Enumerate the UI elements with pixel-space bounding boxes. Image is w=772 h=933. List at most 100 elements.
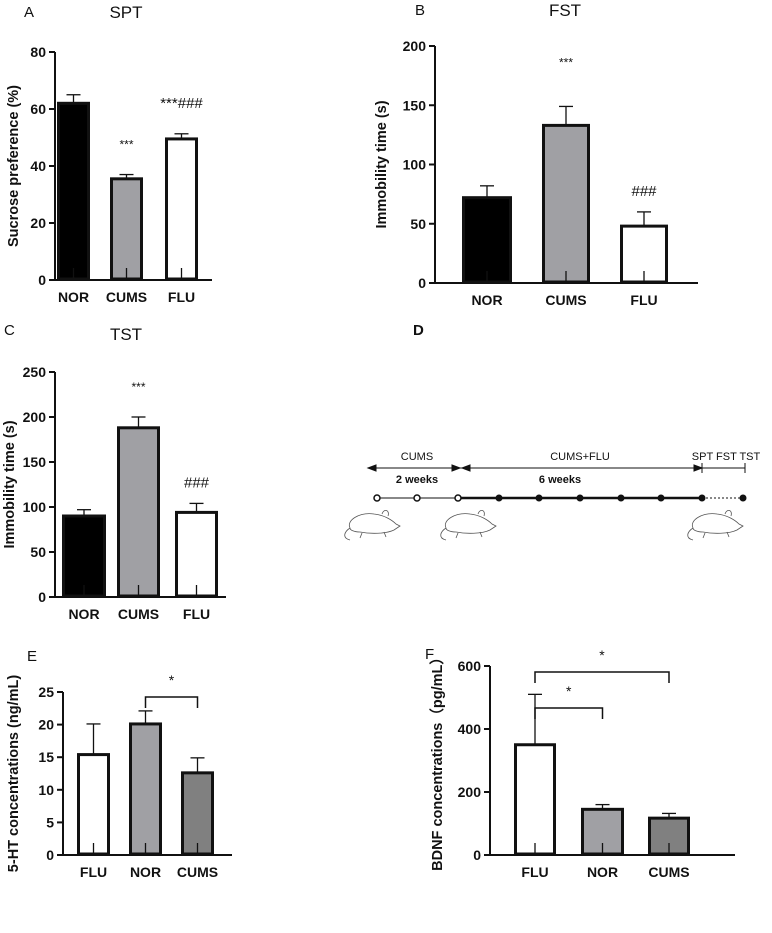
x-tick-label: FLU (168, 289, 195, 305)
chart-b: 0 50 100 150 200 Immobility time (s) NOR CUMS **… (374, 38, 698, 308)
phase2-label: CUMS+FLU (550, 451, 610, 463)
bar-nor (462, 196, 512, 284)
y-axis-label: Immobility time (s) (374, 100, 390, 228)
y-tick-label: 0 (46, 847, 54, 863)
bar-nor (57, 101, 90, 281)
timeline-diagram: CUMS 2 weeks CUMS+FLU 6 weeks SPT FST TS… (344, 451, 761, 541)
bar-cums (542, 123, 590, 284)
bracket-label: * (169, 672, 175, 688)
chart-title-fst: FST (548, 1, 582, 20)
open-dot (413, 494, 421, 502)
y-tick-label: 40 (30, 158, 46, 174)
x-tick-label: NOR (130, 864, 161, 880)
x-tick-label: CUMS (545, 292, 586, 308)
y-tick-label: 200 (403, 38, 427, 54)
mouse-icon (440, 510, 497, 541)
y-tick-label: 0 (38, 589, 46, 605)
y-tick-label: 100 (403, 157, 427, 173)
significance-bracket (534, 707, 604, 719)
phase2-duration: 6 weeks (539, 474, 581, 486)
arrowhead (693, 464, 704, 472)
y-tick-label: 0 (473, 847, 481, 863)
significance-bracket (144, 696, 199, 708)
y-tick-label: 150 (403, 97, 427, 113)
y-axis-label: Immobility time (s) (2, 420, 18, 548)
significance-annotation: ### (631, 183, 657, 200)
significance-annotation: *** (559, 55, 573, 69)
significance-bracket (534, 671, 670, 683)
y-tick-label: 0 (418, 275, 426, 291)
panel-label-e: E (27, 648, 38, 665)
chart-a: 0 20 40 60 80 Sucrose preference (%) NOR CUMS **… (6, 44, 212, 305)
y-tick-label: 5 (46, 814, 54, 830)
bar-flu (514, 743, 556, 856)
y-tick-label: 80 (30, 44, 46, 60)
filled-dot (739, 494, 747, 502)
y-tick-label: 150 (23, 454, 47, 470)
y-tick-label: 60 (30, 101, 46, 117)
chart-f: 0 200 400 600 BDNF concentrations（pg/mL） FLU N… (428, 647, 735, 880)
chart-title-spt: SPT (109, 3, 143, 22)
mouse-icon (687, 510, 744, 541)
x-tick-label: NOR (58, 289, 89, 305)
phase1-label: CUMS (401, 451, 433, 463)
filled-dot (698, 494, 706, 502)
panel-label-b: B (415, 2, 426, 19)
x-tick-label: CUMS (648, 864, 689, 880)
y-tick-label: 0 (38, 272, 46, 288)
significance-annotation: ### (184, 474, 210, 491)
open-dot (373, 494, 381, 502)
panel-label-d: D (413, 322, 424, 339)
y-tick-label: 400 (458, 721, 482, 737)
bar-cums (117, 426, 160, 598)
chart-c: 0 50 100 150 200 250 Immobility time (s) NOR CUM… (2, 364, 226, 622)
bar-flu (165, 137, 198, 281)
x-tick-label: NOR (68, 606, 99, 622)
y-tick-label: 10 (38, 782, 54, 798)
mouse-icon (344, 510, 401, 541)
significance-annotation: *** (119, 138, 133, 152)
y-tick-label: 50 (410, 216, 426, 232)
y-tick-label: 100 (23, 499, 47, 515)
panel-label-f: F (425, 646, 435, 663)
x-tick-label: NOR (471, 292, 502, 308)
x-tick-label: CUMS (118, 606, 159, 622)
bar-flu (77, 753, 110, 856)
panel-label-c: C (4, 322, 15, 339)
open-dot (454, 494, 462, 502)
chart-e: 0 5 10 15 20 25 5-HT concentrations (ng/mL) FLU… (6, 672, 232, 880)
y-axis-label: Sucrose preference (%) (6, 85, 22, 247)
filled-dot (576, 494, 584, 502)
filled-dot (535, 494, 543, 502)
panel-label-a: A (24, 4, 35, 21)
y-tick-label: 20 (38, 717, 54, 733)
bar-nor (62, 514, 106, 598)
y-axis-label: BDNF concentrations（pg/mL） (428, 650, 446, 871)
y-axis-label: 5-HT concentrations (ng/mL) (6, 675, 22, 873)
y-tick-label: 600 (458, 658, 482, 674)
bracket-label: * (566, 683, 572, 699)
filled-dot (617, 494, 625, 502)
arrowhead (451, 464, 462, 472)
y-tick-label: 50 (30, 544, 46, 560)
y-tick-label: 200 (23, 409, 47, 425)
phase1-duration: 2 weeks (396, 474, 438, 486)
bar-nor (129, 722, 162, 856)
arrowhead (460, 464, 471, 472)
x-tick-label: FLU (521, 864, 548, 880)
y-tick-label: 20 (30, 215, 46, 231)
x-tick-label: CUMS (106, 289, 147, 305)
filled-dot (657, 494, 665, 502)
x-tick-label: NOR (587, 864, 618, 880)
bracket-label: * (599, 647, 605, 663)
x-tick-label: FLU (80, 864, 107, 880)
filled-dot (495, 494, 503, 502)
x-tick-label: CUMS (177, 864, 218, 880)
significance-annotation: *** (131, 380, 145, 394)
bar-cums (110, 177, 143, 281)
y-tick-label: 15 (38, 749, 54, 765)
tests-label: SPT FST TST (692, 451, 761, 463)
y-tick-label: 200 (458, 784, 482, 800)
